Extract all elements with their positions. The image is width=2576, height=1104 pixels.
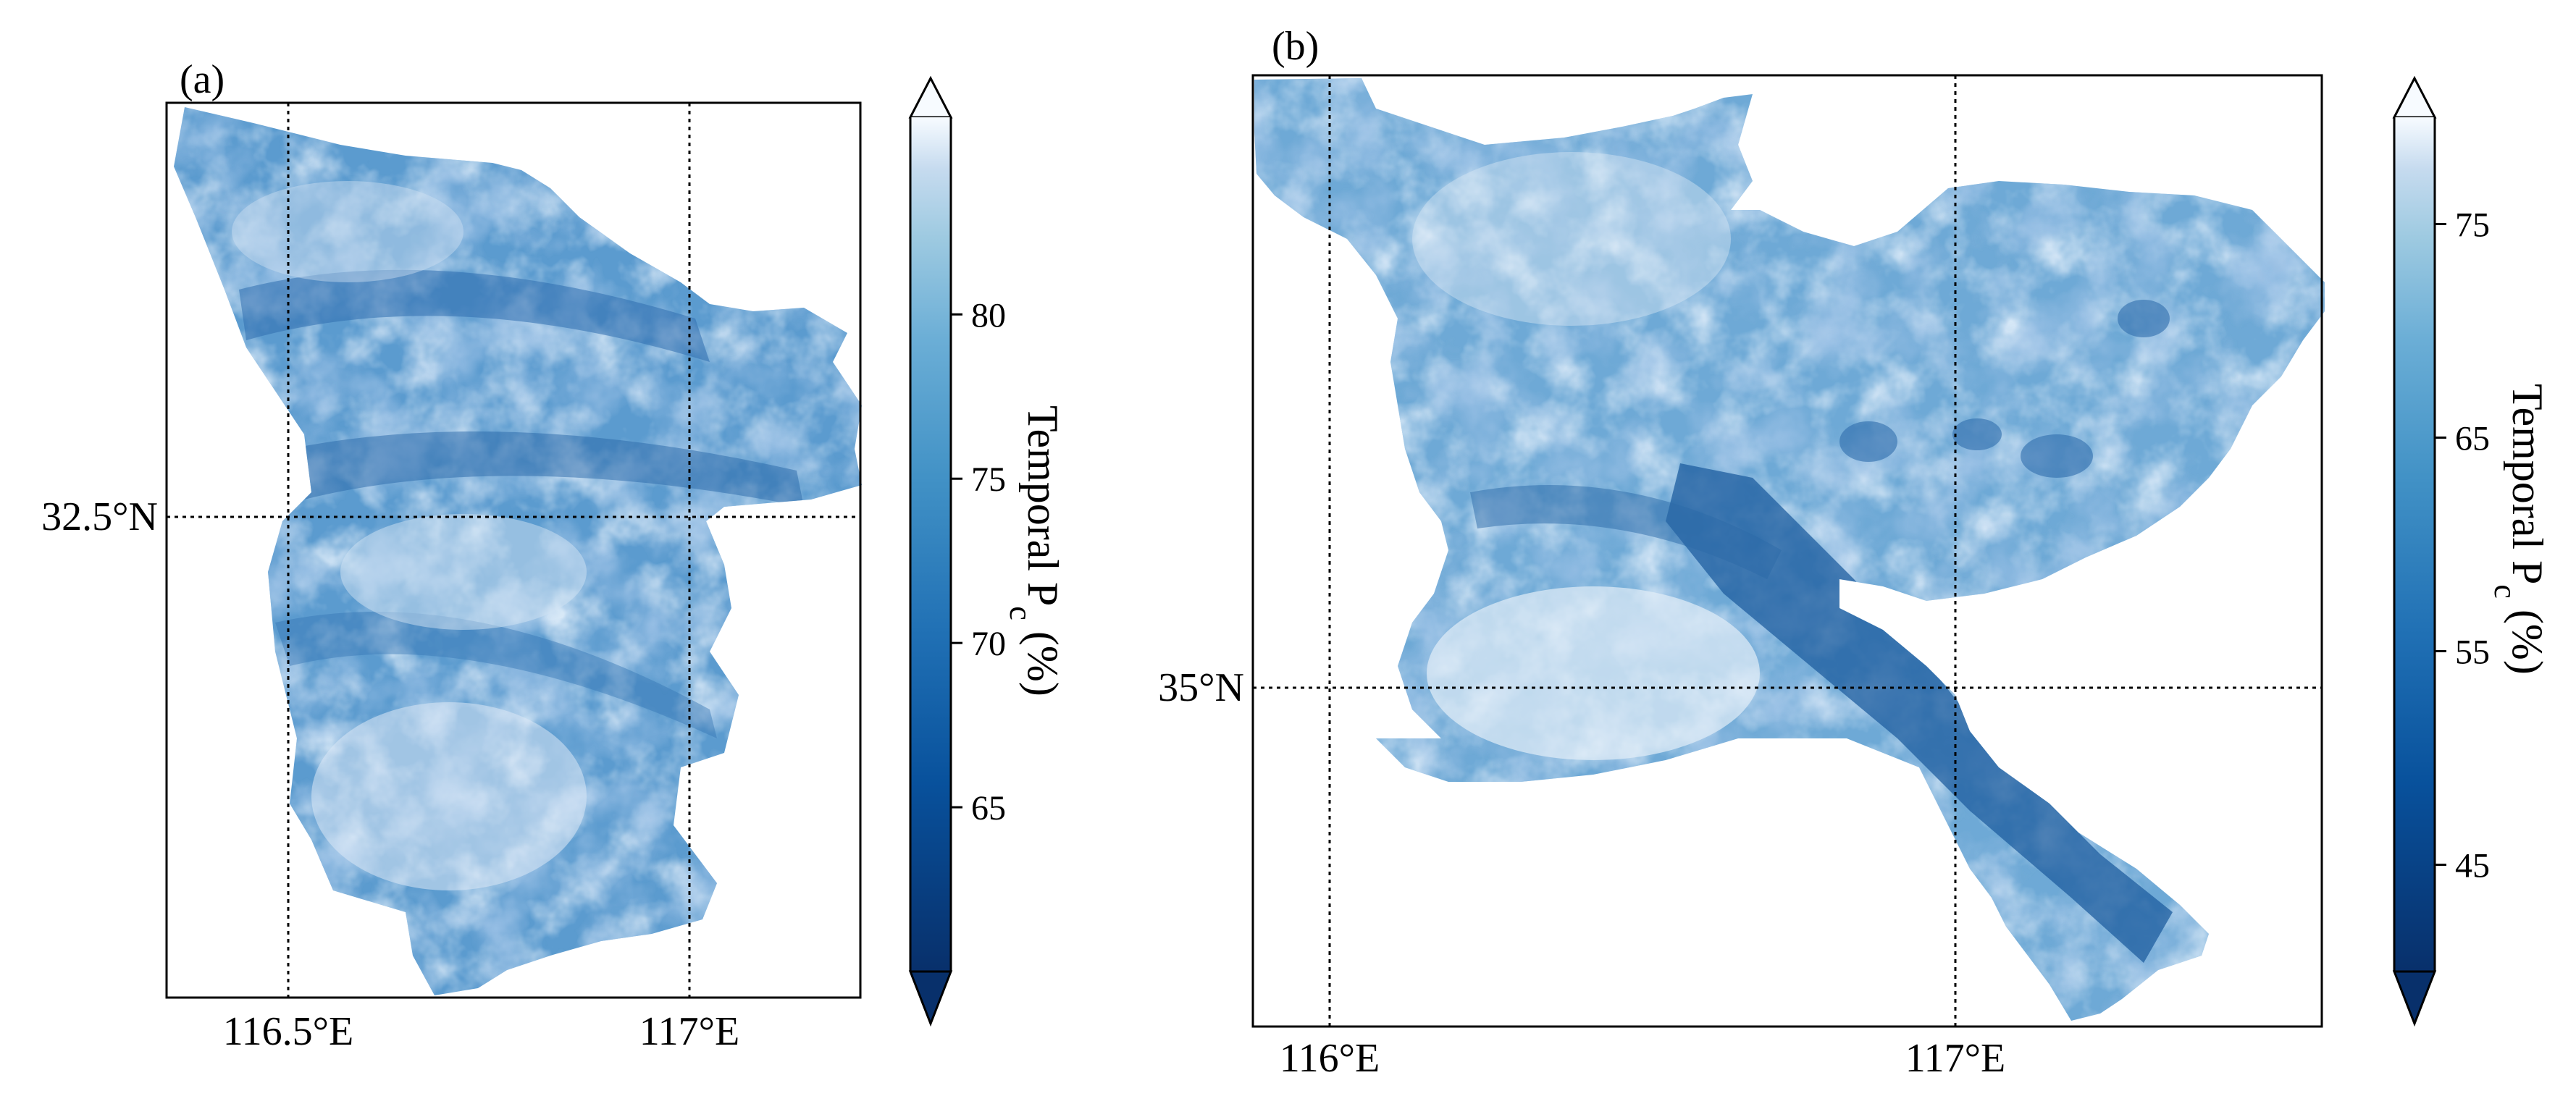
panel-a-colorbar-tick-label-1: 65 [971, 789, 1006, 827]
panel-a: (a) 116.5°E 117°E 32.5°N [41, 57, 1067, 1054]
panel-b-frame [1251, 74, 2323, 1028]
panel-b-colorbar-tick-label-2: 55 [2455, 633, 2490, 672]
panel-a-colorbar-label: Temporal Pc (%) [1004, 405, 1067, 696]
panel-b-map-raster [1254, 78, 2325, 1021]
panel-a-colorbar: 65 70 75 80 Temporal Pc (%) [908, 75, 1067, 1027]
panel-a-ytick-1: 32.5°N [41, 494, 158, 539]
panel-a-label: (a) [180, 57, 225, 102]
panel-b-colorbar-extend-min [2392, 970, 2437, 1027]
panel-a-map-raster [174, 107, 862, 995]
panel-b-colorbar-tick-label-4: 75 [2455, 206, 2490, 245]
panel-b-label: (b) [1272, 24, 1319, 69]
panel-a-frame [165, 101, 862, 999]
panel-a-colorbar-bar [910, 117, 951, 972]
panel-a-xtick-1: 116.5°E [223, 1009, 354, 1054]
panel-b-colorbar-tick-label-1: 45 [2455, 847, 2490, 885]
panel-b-colorbar-tick-label-3: 65 [2455, 420, 2490, 458]
panel-b-colorbar-label: Temporal Pc (%) [2488, 384, 2552, 675]
panel-a-colorbar-tick-label-3: 75 [971, 460, 1006, 499]
panel-b-colorbar-extend-max [2392, 75, 2437, 119]
panel-b-xtick-1: 116°E [1280, 1036, 1380, 1081]
panel-a-colorbar-tick-label-4: 80 [971, 296, 1006, 334]
panel-b-ytick-1: 35°N [1158, 665, 1244, 710]
panel-b-colorbar: 45 55 65 75 Temporal Pc (%) [2392, 75, 2552, 1027]
panel-b-xtick-2: 117°E [1905, 1036, 2006, 1081]
panel-b-colorbar-bar [2394, 117, 2435, 972]
panel-a-colorbar-extend-max [908, 75, 953, 119]
panel-a-colorbar-extend-min [908, 970, 953, 1027]
panel-a-colorbar-tick-label-2: 70 [971, 625, 1006, 663]
panel-a-xtick-2: 117°E [639, 1009, 740, 1054]
panel-b: (b) 116°E 117°E 35°N [1158, 24, 2551, 1081]
